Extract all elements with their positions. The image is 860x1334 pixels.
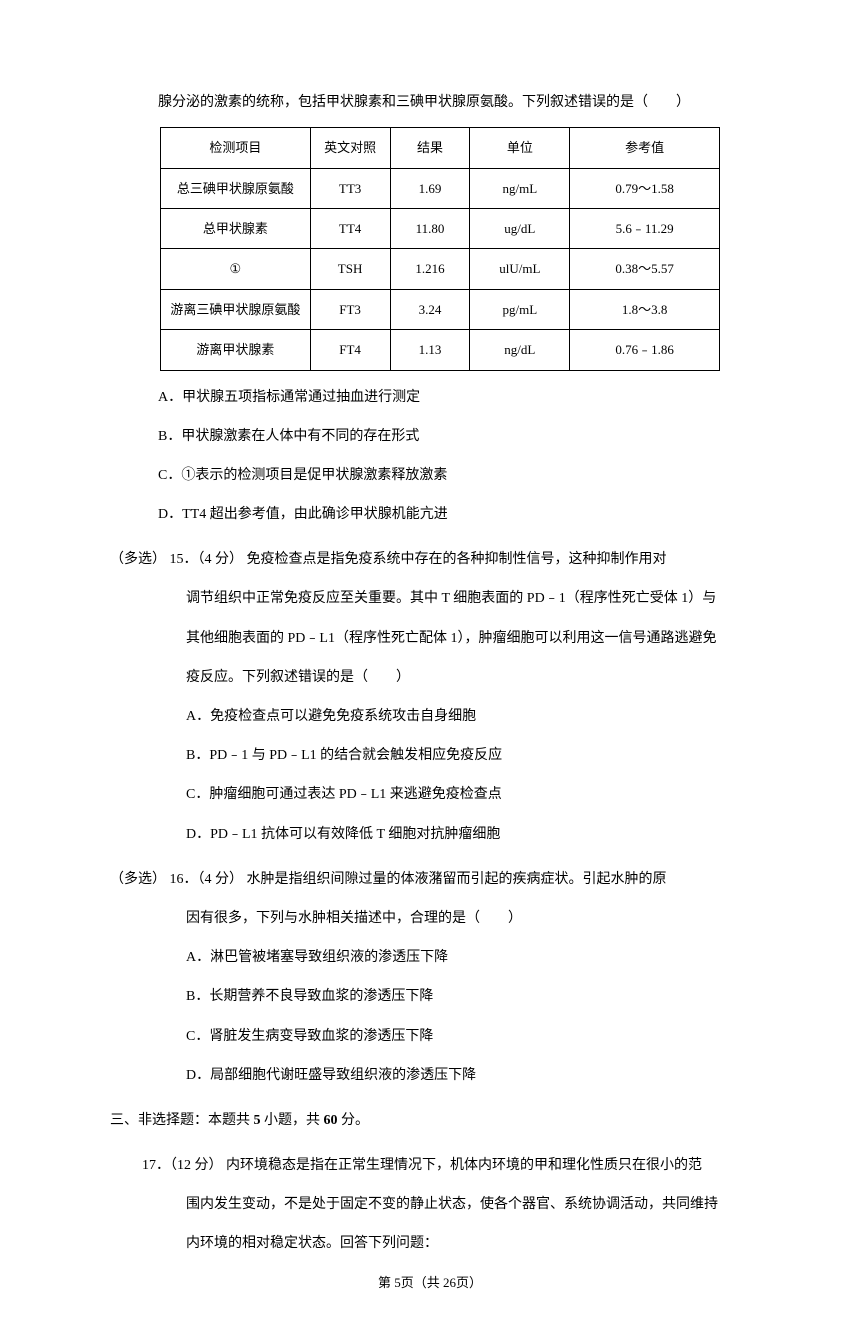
cell-result: 11.80 xyxy=(390,208,470,248)
q15-stem-line4: 疫反应。下列叙述错误的是（ ） xyxy=(186,665,750,690)
q14-option-d: D．TT4 超出参考值，由此确诊甲状腺机能亢进 xyxy=(158,502,750,527)
q15-option-d: D．PD﹣L1 抗体可以有效降低 T 细胞对抗肿瘤细胞 xyxy=(186,822,750,847)
cell-eng: TT4 xyxy=(310,208,390,248)
cell-unit: ng/dL xyxy=(470,330,570,370)
section-count: 5 xyxy=(254,1113,261,1128)
table-row: 总甲状腺素 TT4 11.80 ug/dL 5.6﹣11.29 xyxy=(161,208,720,248)
q16-option-c: C．肾脏发生病变导致血浆的渗透压下降 xyxy=(186,1024,750,1049)
page-footer: 第 5页（共 26页） xyxy=(110,1271,750,1294)
q16-option-b: B．长期营养不良导致血浆的渗透压下降 xyxy=(186,984,750,1009)
cell-item: ① xyxy=(161,249,311,289)
q16-stem-line2: 因有很多，下列与水肿相关描述中，合理的是（ ） xyxy=(186,906,750,931)
q17-stem-line3: 内环境的相对稳定状态。回答下列问题： xyxy=(186,1231,750,1256)
cell-unit: pg/mL xyxy=(470,289,570,329)
header-item: 检测项目 xyxy=(161,128,311,168)
section-mid: 小题，共 xyxy=(261,1113,324,1128)
q17-stem-line1: 17．（12 分） 内环境稳态是指在正常生理情况下，机体内环境的甲和理化性质只在… xyxy=(110,1153,750,1178)
q17-stem-line2: 围内发生变动，不是处于固定不变的静止状态，使各个器官、系统协调活动，共同维持 xyxy=(186,1192,750,1217)
cell-ref: 1.8～3.8 xyxy=(570,289,720,329)
header-ref: 参考值 xyxy=(570,128,720,168)
header-eng: 英文对照 xyxy=(310,128,390,168)
q16-stem-line1: （多选） 16．（4 分） 水肿是指组织间隙过量的体液潴留而引起的疾病症状。引起… xyxy=(110,867,750,892)
q15-option-c: C．肿瘤细胞可通过表达 PD﹣L1 来逃避免疫检查点 xyxy=(186,782,750,807)
cell-result: 1.69 xyxy=(390,168,470,208)
table-row: 游离甲状腺素 FT4 1.13 ng/dL 0.76﹣1.86 xyxy=(161,330,720,370)
table-row: 总三碘甲状腺原氨酸 TT3 1.69 ng/mL 0.79～1.58 xyxy=(161,168,720,208)
table-row: ① TSH 1.216 ulU/mL 0.38～5.57 xyxy=(161,249,720,289)
q15-stem-line2: 调节组织中正常免疫反应至关重要。其中 T 细胞表面的 PD﹣1（程序性死亡受体 … xyxy=(186,586,750,611)
q14-option-c: C．①表示的检测项目是促甲状腺激素释放激素 xyxy=(158,463,750,488)
question-intro: 腺分泌的激素的统称，包括甲状腺素和三碘甲状腺原氨酸。下列叙述错误的是（ ） xyxy=(158,90,750,115)
cell-eng: FT4 xyxy=(310,330,390,370)
cell-ref: 0.76﹣1.86 xyxy=(570,330,720,370)
cell-item: 游离甲状腺素 xyxy=(161,330,311,370)
q15-stem-line1: （多选） 15．（4 分） 免疫检查点是指免疫系统中存在的各种抑制性信号，这种抑… xyxy=(110,547,750,572)
cell-item: 总三碘甲状腺原氨酸 xyxy=(161,168,311,208)
cell-result: 1.13 xyxy=(390,330,470,370)
thyroid-data-table: 检测项目 英文对照 结果 单位 参考值 总三碘甲状腺原氨酸 TT3 1.69 n… xyxy=(160,127,720,370)
cell-item: 游离三碘甲状腺原氨酸 xyxy=(161,289,311,329)
cell-eng: FT3 xyxy=(310,289,390,329)
q15-option-a: A．免疫检查点可以避免免疫系统攻击自身细胞 xyxy=(186,704,750,729)
section-3-title: 三、非选择题：本题共 5 小题，共 60 分。 xyxy=(110,1108,750,1133)
cell-result: 3.24 xyxy=(390,289,470,329)
cell-unit: ng/mL xyxy=(470,168,570,208)
cell-item: 总甲状腺素 xyxy=(161,208,311,248)
q15-stem-line3: 其他细胞表面的 PD﹣L1（程序性死亡配体 1），肿瘤细胞可以利用这一信号通路逃… xyxy=(186,626,750,651)
section-score: 60 xyxy=(324,1113,338,1128)
q15-option-b: B．PD﹣1 与 PD﹣L1 的结合就会触发相应免疫反应 xyxy=(186,743,750,768)
cell-result: 1.216 xyxy=(390,249,470,289)
cell-unit: ug/dL xyxy=(470,208,570,248)
cell-ref: 5.6﹣11.29 xyxy=(570,208,720,248)
cell-unit: ulU/mL xyxy=(470,249,570,289)
q14-option-a: A．甲状腺五项指标通常通过抽血进行测定 xyxy=(158,385,750,410)
cell-eng: TT3 xyxy=(310,168,390,208)
cell-ref: 0.79～1.58 xyxy=(570,168,720,208)
q14-option-b: B．甲状腺激素在人体中有不同的存在形式 xyxy=(158,424,750,449)
q16-option-d: D．局部细胞代谢旺盛导致组织液的渗透压下降 xyxy=(186,1063,750,1088)
section-prefix: 三、非选择题：本题共 xyxy=(110,1113,254,1128)
table-header-row: 检测项目 英文对照 结果 单位 参考值 xyxy=(161,128,720,168)
cell-eng: TSH xyxy=(310,249,390,289)
cell-ref: 0.38～5.57 xyxy=(570,249,720,289)
header-result: 结果 xyxy=(390,128,470,168)
q16-option-a: A．淋巴管被堵塞导致组织液的渗透压下降 xyxy=(186,945,750,970)
header-unit: 单位 xyxy=(470,128,570,168)
table-row: 游离三碘甲状腺原氨酸 FT3 3.24 pg/mL 1.8～3.8 xyxy=(161,289,720,329)
section-suffix: 分。 xyxy=(338,1113,370,1128)
